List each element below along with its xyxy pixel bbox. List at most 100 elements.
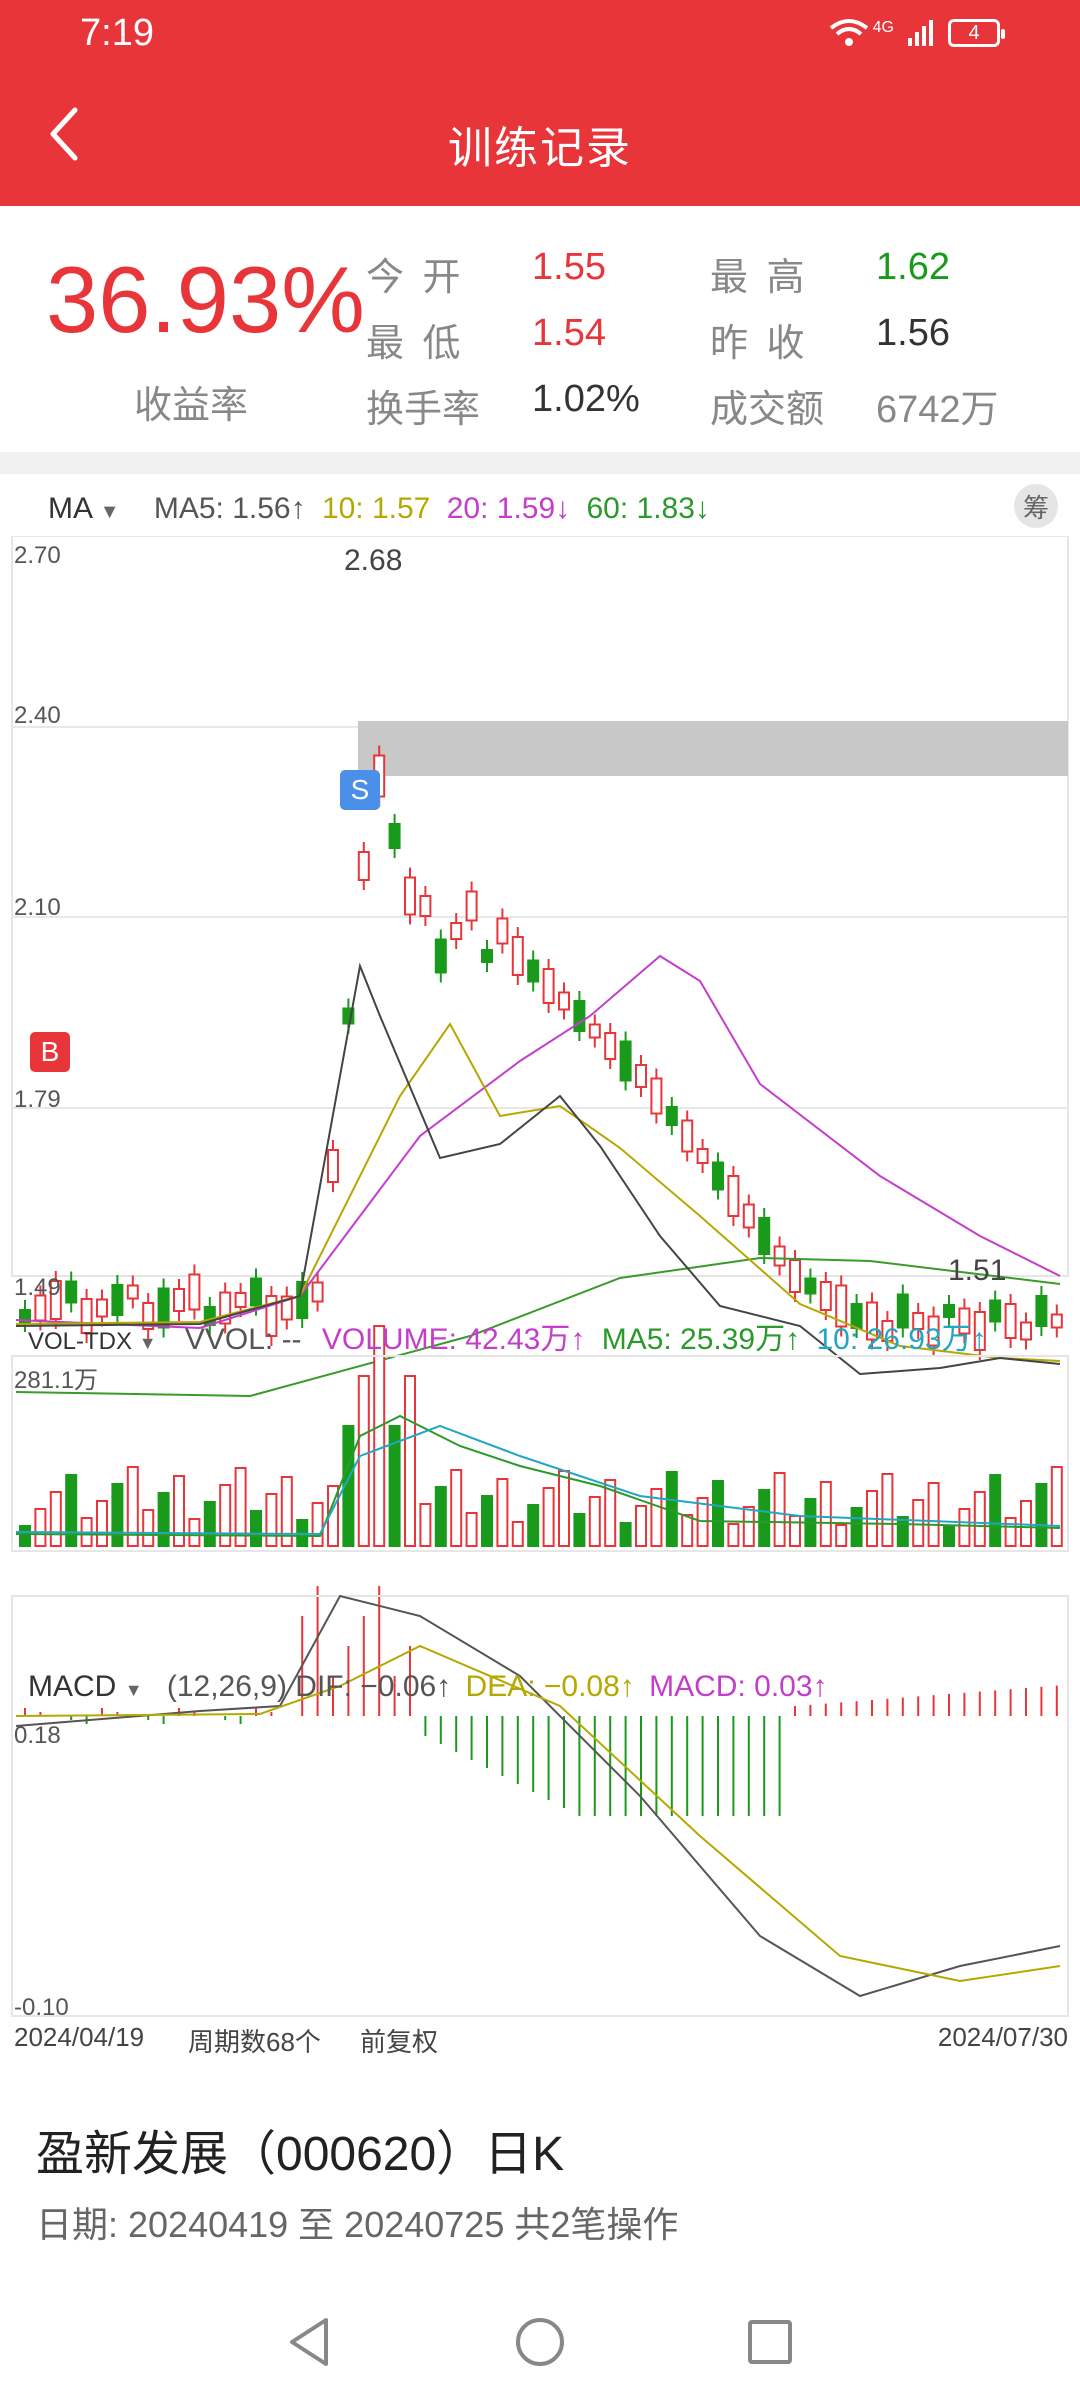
dea-line [15,1644,1061,1983]
macd-indicator-selector[interactable]: MACD ▼ [28,1670,143,1703]
macd-params: (12,26,9) [166,1670,287,1703]
dif-value: DIF: −0.06↑ [295,1670,452,1703]
candle [219,1291,232,1325]
macd-indicator-label: MACD [28,1670,117,1703]
volume-bar [373,1325,386,1547]
candle [866,1301,878,1341]
buy-marker[interactable]: B [30,1032,70,1072]
candle [650,1077,663,1115]
candle [896,1293,909,1329]
candle [157,1287,170,1329]
candle [126,1284,139,1300]
candle [481,949,493,963]
nav-home-icon[interactable] [510,2312,570,2372]
candle [1004,1303,1017,1339]
candle [96,1298,108,1318]
date-start: 2024/04/19 [14,2022,145,2052]
system-nav-bar [0,2284,1080,2400]
ma60-value: 60: 1.83↓ [586,492,710,525]
wifi-icon [829,19,868,46]
candle [742,1203,755,1229]
ma-indicator-selector[interactable]: MA ▼ [48,492,120,525]
vol-indicator-selector[interactable]: VOL-TDX ▼ [28,1328,157,1355]
volume-bar [1020,1500,1032,1547]
volume-bar [604,1479,617,1547]
nav-back-icon[interactable] [280,2312,340,2372]
today-open-label: 今 开 [366,257,465,299]
volume-bar [265,1493,278,1547]
volume-bar [1004,1517,1017,1547]
candle [65,1280,78,1304]
volume-bar [742,1506,755,1547]
vol-ma10-value: 10: 26.93万↑ [816,1323,987,1356]
price-band [358,721,1068,776]
volume-bar [619,1522,632,1547]
price-tick-bottom: 1.49 [14,1274,61,1301]
volume-bar [404,1375,416,1547]
candle [311,1281,324,1303]
low-marker: 1.51 [948,1254,1007,1287]
volume-bar [511,1521,524,1547]
ma5-value: MA5: 1.56↑ [153,492,306,525]
volume-bar [573,1513,586,1547]
candle [419,895,432,917]
kline-chart-area[interactable]: MA ▼ MA5: 1.56↑ 10: 1.57 20: 1.59↓ 60: 1… [0,474,1080,2084]
battery-level: 4 [968,21,980,44]
candle [542,968,555,1004]
stock-title: 盈新发展（000620）日K [36,2128,565,2181]
signal-icon [908,20,933,46]
candle [1050,1313,1063,1329]
back-button[interactable] [34,104,94,164]
candle [527,959,540,983]
volume-bar [481,1495,493,1547]
volume-bar [142,1509,155,1547]
network-type-label: 4G [872,19,894,36]
macd-legend: MACD ▼ (12,26,9) DIF: −0.06↑ DEA: −0.08↑… [28,1670,828,1704]
candle [604,1032,617,1060]
sell-marker[interactable]: S [340,770,380,810]
status-time: 7:19 [80,12,154,54]
candle [465,890,478,922]
prev-close-label: 昨 收 [710,323,809,365]
volume-bar [496,1478,509,1547]
volume-bar [835,1524,848,1547]
candle [188,1273,201,1311]
volume-panel-frame [11,1355,1069,1552]
volume-bar [850,1507,863,1547]
volume-bar [650,1488,663,1547]
candle [19,1309,31,1323]
low-label: 最 低 [366,323,465,365]
volume-bar [927,1482,940,1547]
candle [973,1311,986,1351]
chevron-left-icon [50,107,78,161]
vol-indicator-label: VOL-TDX [28,1328,133,1355]
ma60-line [15,1256,1061,1398]
status-bar: 7:19 4G 4 [0,0,1080,70]
volume-bar [419,1503,432,1547]
volume-bar [773,1472,786,1547]
candle [758,1217,771,1255]
volume-bar [727,1523,740,1547]
candle [280,1295,293,1321]
volume-bar [465,1512,478,1547]
high-marker: 2.68 [344,544,403,577]
low-value: 1.54 [532,312,606,354]
volume-bar [1050,1466,1063,1547]
volume-bar [388,1425,401,1547]
ma20-line [15,954,1061,1330]
dif-line [15,1594,1061,1998]
volume-bar [250,1510,262,1547]
volume-bar [203,1501,216,1547]
candle [665,1106,678,1126]
status-icons: 4G 4 [829,18,1005,48]
volume-bar [96,1500,108,1547]
sell-marker-label: S [350,774,370,805]
volume-bar [912,1499,925,1547]
nav-recents-icon[interactable] [740,2312,800,2372]
volume-bar [958,1508,971,1547]
price-tick-3: 2.10 [14,894,61,921]
price-tick-2: 2.40 [14,702,61,729]
volume-bar [173,1475,185,1547]
volume-bar [357,1375,370,1547]
chip-distribution-button[interactable]: 筹 [1014,484,1058,528]
